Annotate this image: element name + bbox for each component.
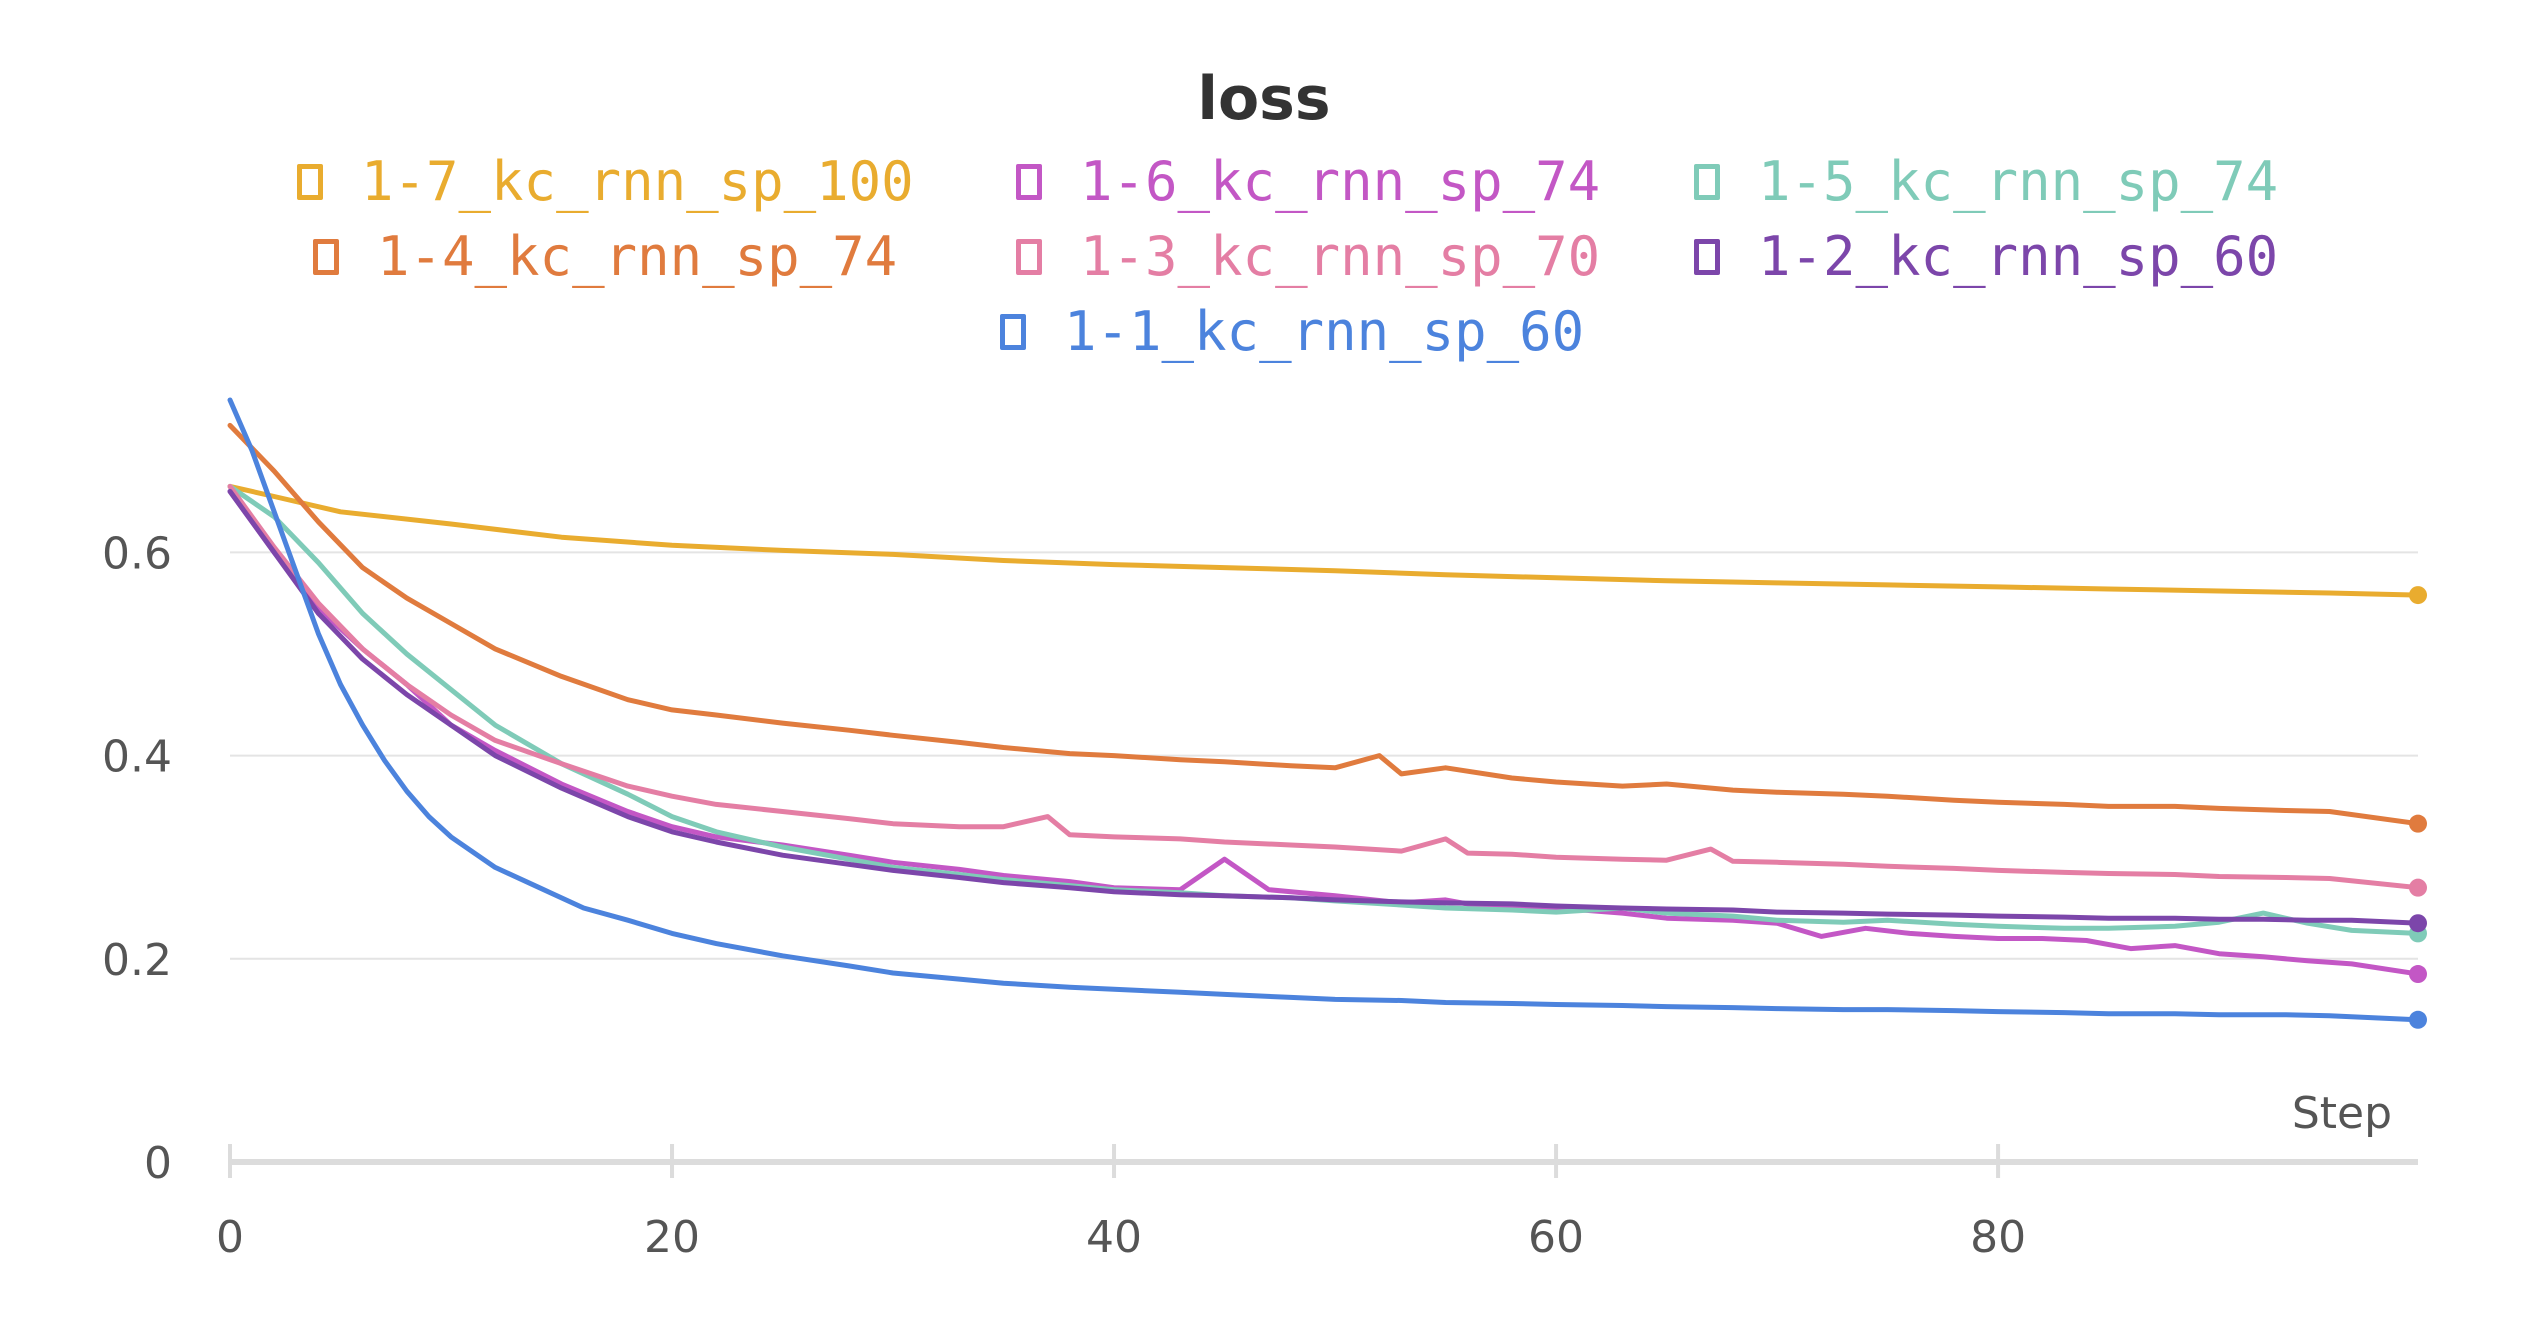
legend-item-1[interactable]: 1-7_kc_rnn_sp_100 <box>297 150 914 213</box>
legend: 1-7_kc_rnn_sp_100 1-6_kc_rnn_sp_74 1-5_kc_… <box>0 150 2528 370</box>
legend-swatch-icon <box>1694 238 1720 275</box>
axes <box>228 1144 2418 1178</box>
series-end-point-6[interactable] <box>2409 914 2427 933</box>
y-tick-label: 0 <box>144 1138 172 1189</box>
series-line-3[interactable] <box>227 483 2421 936</box>
legend-swatch-icon <box>1016 163 1042 200</box>
legend-label: 1-2_kc_rnn_sp_60 <box>1758 225 2279 288</box>
tick-labels: 0 20 40 60 80 0 0.2 0.4 0.6 Step <box>102 528 2392 1263</box>
legend-swatch-icon <box>297 163 323 200</box>
series-end-point-5[interactable] <box>2409 878 2427 897</box>
y-tick-label: 0.2 <box>102 935 172 986</box>
x-axis-title: Step <box>2292 1088 2392 1139</box>
grid <box>230 551 2418 960</box>
y-tick-label: 0.6 <box>102 528 172 579</box>
legend-swatch-icon <box>313 238 339 275</box>
legend-label: 1-5_kc_rnn_sp_74 <box>1758 150 2279 213</box>
series-line-5[interactable] <box>227 483 2421 891</box>
legend-label: 1-6_kc_rnn_sp_74 <box>1080 150 1601 213</box>
legend-item-2[interactable]: 1-6_kc_rnn_sp_74 <box>1016 150 1600 213</box>
series-line-6[interactable] <box>227 488 2421 926</box>
x-tick-label: 80 <box>1970 1212 2026 1263</box>
series-end-point-2[interactable] <box>2409 965 2427 984</box>
legend-label: 1-4_kc_rnn_sp_74 <box>377 225 898 288</box>
legend-swatch-icon <box>1694 163 1720 200</box>
legend-swatch-icon <box>1000 313 1026 350</box>
legend-item-3[interactable]: 1-5_kc_rnn_sp_74 <box>1694 150 2278 213</box>
legend-item-6[interactable]: 1-2_kc_rnn_sp_60 <box>1694 225 2278 288</box>
y-tick-label: 0.4 <box>102 732 172 783</box>
x-tick-label: 60 <box>1528 1212 1584 1263</box>
series-line-7[interactable] <box>227 397 2421 1023</box>
series-line-1[interactable] <box>227 483 2421 598</box>
chart-title: loss <box>1197 64 1331 134</box>
series-line-4[interactable] <box>227 422 2421 827</box>
legend-label: 1-1_kc_rnn_sp_60 <box>1064 300 1585 363</box>
legend-swatch-icon <box>1016 238 1042 275</box>
legend-item-4[interactable]: 1-4_kc_rnn_sp_74 <box>313 225 897 288</box>
legend-label: 1-3_kc_rnn_sp_70 <box>1080 225 1601 288</box>
x-tick-label: 0 <box>216 1212 244 1263</box>
legend-label: 1-7_kc_rnn_sp_100 <box>361 150 914 213</box>
series-lines <box>227 397 2427 1029</box>
x-tick-label: 20 <box>644 1212 700 1263</box>
x-tick-label: 40 <box>1086 1212 1142 1263</box>
series-end-point-4[interactable] <box>2409 814 2427 833</box>
legend-item-5[interactable]: 1-3_kc_rnn_sp_70 <box>1016 225 1600 288</box>
series-end-point-7[interactable] <box>2409 1010 2427 1029</box>
legend-item-7[interactable]: 1-1_kc_rnn_sp_60 <box>1000 300 1584 363</box>
series-end-point-1[interactable] <box>2409 586 2427 605</box>
